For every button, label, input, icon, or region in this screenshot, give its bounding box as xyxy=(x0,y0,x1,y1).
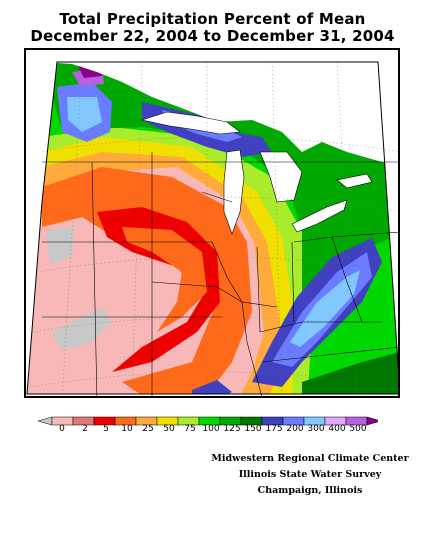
zone-25-50 xyxy=(42,167,252,394)
legend-label-75: 75 xyxy=(184,424,196,434)
legend-label-300: 300 xyxy=(307,424,325,434)
legend-label-2: 2 xyxy=(82,424,88,434)
zone-300-400 xyxy=(290,270,360,347)
state-borders xyxy=(42,152,398,396)
legend-label-500: 500 xyxy=(349,424,367,434)
legend-label-200: 200 xyxy=(286,424,304,434)
precipitation-map xyxy=(24,48,400,398)
map-title-line2: December 22, 2004 to December 31, 2004 xyxy=(30,27,395,45)
legend-label-50: 50 xyxy=(163,424,175,434)
legend-label-10: 10 xyxy=(121,424,133,434)
legend-label-125: 125 xyxy=(223,424,241,434)
credit-line3: Champaign, Illinois xyxy=(257,485,363,496)
legend-label-100: 100 xyxy=(202,424,220,434)
legend-arrow-high xyxy=(366,416,378,426)
lake-huron xyxy=(259,151,303,203)
credit-line2: Illinois State Water Survey xyxy=(238,469,382,480)
legend-label-0: 0 xyxy=(59,424,65,434)
legend-arrow-low xyxy=(38,416,53,426)
zone-0-west xyxy=(46,227,74,264)
graticule-lines xyxy=(29,61,398,396)
zone-south-blue xyxy=(192,380,232,394)
legend-label-25: 25 xyxy=(142,424,154,434)
study-area-outline xyxy=(26,61,398,395)
legend-label-5: 5 xyxy=(103,424,109,434)
zone-nw-light xyxy=(67,97,102,132)
canada-area xyxy=(30,50,398,166)
zone-0-southwest xyxy=(52,307,112,350)
legend-label-400: 400 xyxy=(328,424,346,434)
lake-superior xyxy=(140,111,241,135)
lake-michigan xyxy=(223,149,245,235)
credit-line1: Midwestern Regional Climate Center xyxy=(211,453,409,464)
map-title-line1: Total Precipitation Percent of Mean xyxy=(59,10,366,28)
zone-10-25-inner xyxy=(122,227,207,332)
legend-label-175: 175 xyxy=(265,424,283,434)
lake-ontario xyxy=(336,173,373,189)
color-legend xyxy=(38,416,378,426)
zone-east-green xyxy=(302,352,398,394)
legend-label-150: 150 xyxy=(244,424,262,434)
lake-erie xyxy=(291,199,348,233)
